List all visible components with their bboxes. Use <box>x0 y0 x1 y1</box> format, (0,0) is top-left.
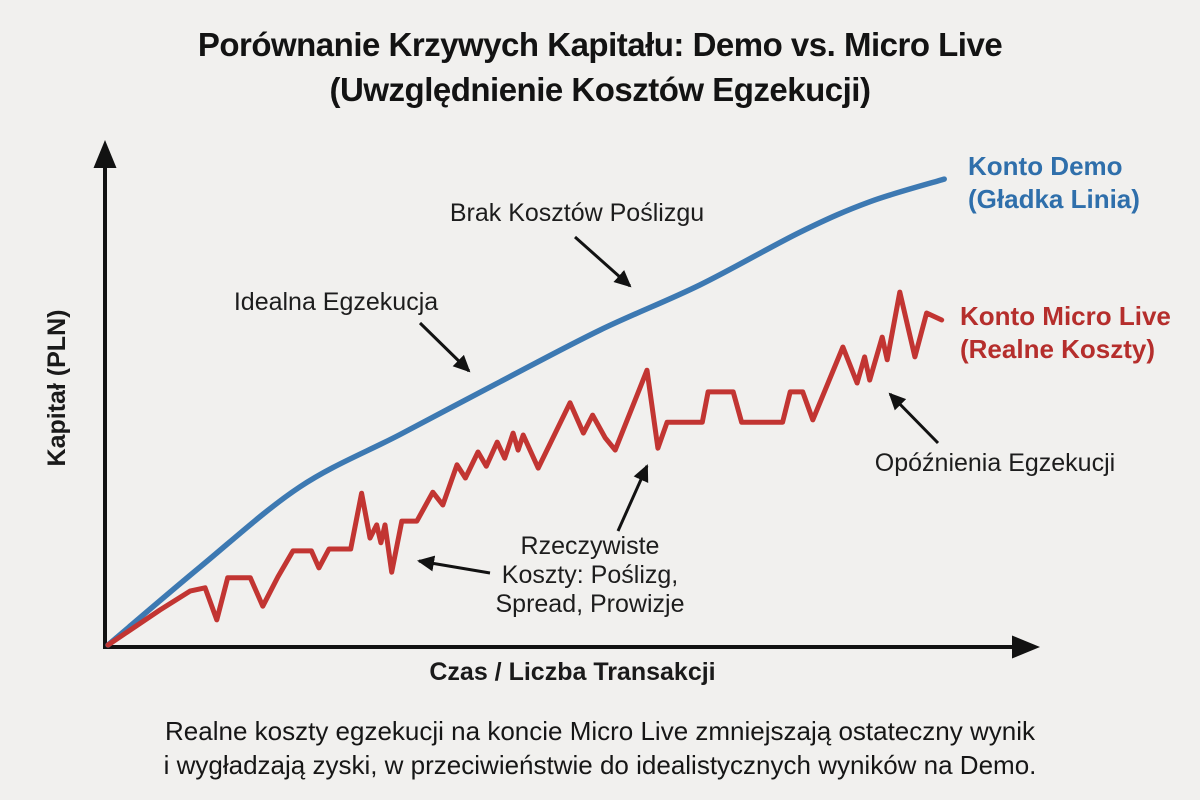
y-axis-label: Kapitał (PLN) <box>43 309 71 467</box>
chart-caption: Realne koszty egzekucji na koncie Micro … <box>0 714 1200 782</box>
chart-title-line2: (Uwzględnienie Kosztów Egzekucji) <box>329 71 871 108</box>
legend-live: Konto Micro Live (Realne Koszty) <box>960 300 1200 366</box>
x-axis-arrowhead-icon <box>1012 635 1040 659</box>
demo-curve <box>105 176 947 648</box>
legend-demo-line1: Konto Demo <box>968 151 1123 181</box>
annotation-rzeczywiste-line2: Koszty: Poślizg, <box>501 561 679 589</box>
opoznienia-arrow-icon <box>888 392 940 445</box>
rzeczywiste-koszty-up-arrow-icon <box>616 464 649 532</box>
live-curve <box>105 289 945 648</box>
chart-caption-line2: i wygładzają zyski, w przeciwieństwie do… <box>163 750 1037 780</box>
legend-demo-line2: (Gładka Linia) <box>968 184 1140 214</box>
annotation-rzeczywiste-line3: Spread, Prowizje <box>495 590 685 618</box>
chart-title: Porównanie Krzywych Kapitału: Demo vs. M… <box>0 22 1200 112</box>
x-axis-label: Czas / Liczba Transakcji <box>429 658 716 686</box>
idealna-egzekucja-arrow-icon <box>418 321 471 373</box>
legend-live-line1: Konto Micro Live <box>960 301 1171 331</box>
brak-kosztow-arrow-icon <box>574 235 632 288</box>
legend-live-line2: (Realne Koszty) <box>960 334 1156 364</box>
annotation-opoznienia-egzekucji: Opóźnienia Egzekucji <box>874 449 1116 477</box>
annotation-arrows <box>417 235 940 575</box>
chart-title-line1: Porównanie Krzywych Kapitału: Demo vs. M… <box>197 26 1003 63</box>
annotation-idealna-egzekucja: Idealna Egzekucja <box>233 288 439 316</box>
legend-demo: Konto Demo (Gładka Linia) <box>968 150 1198 216</box>
rzeczywiste-koszty-left-arrow-icon <box>417 555 491 575</box>
annotation-rzeczywiste-line1: Rzeczywiste <box>520 532 660 560</box>
annotation-rzeczywiste-koszty: Rzeczywiste Koszty: Poślizg, Spread, Pro… <box>465 532 715 619</box>
y-axis-arrowhead-icon <box>93 140 117 168</box>
axes <box>93 140 1040 659</box>
annotation-brak-kosztow: Brak Kosztów Poślizgu <box>449 199 705 227</box>
chart-caption-line1: Realne koszty egzekucji na koncie Micro … <box>165 716 1035 746</box>
